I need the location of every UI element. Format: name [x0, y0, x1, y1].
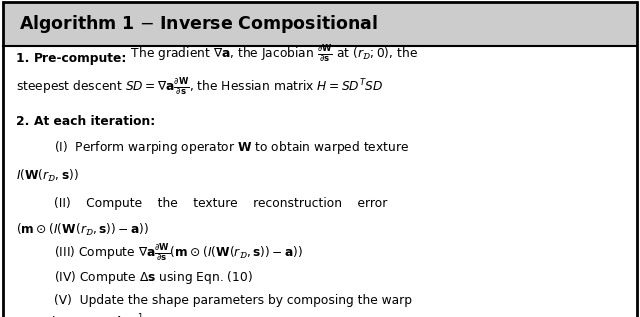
- Text: (II)    Compute    the    texture    reconstruction    error: (II) Compute the texture reconstruction …: [54, 197, 388, 210]
- Text: operator $\mathbf{s} \rightarrow \mathbf{s} \circ \Delta\mathbf{s}^{-1}$: operator $\mathbf{s} \rightarrow \mathbf…: [16, 313, 144, 317]
- Text: $\bf{Algorithm\ 1}$ $-$ $\bf{Inverse\ Compositional}$: $\bf{Algorithm\ 1}$ $-$ $\bf{Inverse\ Co…: [19, 13, 378, 35]
- Text: steepest descent $SD = \nabla\mathbf{a}\frac{\partial\mathbf{W}}{\partial\mathbf: steepest descent $SD = \nabla\mathbf{a}\…: [16, 77, 383, 98]
- FancyBboxPatch shape: [3, 2, 637, 46]
- FancyBboxPatch shape: [3, 46, 637, 317]
- Text: The gradient $\nabla\mathbf{a}$, the Jacobian $\frac{\partial\mathbf{W}}{\partia: The gradient $\nabla\mathbf{a}$, the Jac…: [127, 44, 418, 65]
- Text: (III) Compute $\nabla\mathbf{a}\frac{\partial\mathbf{W}}{\partial\mathbf{s}}(\ma: (III) Compute $\nabla\mathbf{a}\frac{\pa…: [54, 243, 303, 264]
- Text: (I)  Perform warping operator $\mathbf{W}$ to obtain warped texture: (I) Perform warping operator $\mathbf{W}…: [54, 139, 410, 156]
- Text: $(\mathbf{m}\odot(I(\mathbf{W}(r_{\mathcal{D}},\mathbf{s}))-\mathbf{a}))$: $(\mathbf{m}\odot(I(\mathbf{W}(r_{\mathc…: [16, 222, 149, 238]
- Text: (V)  Update the shape parameters by composing the warp: (V) Update the shape parameters by compo…: [54, 294, 412, 307]
- Text: 1.: 1.: [16, 52, 34, 65]
- Text: $I(\mathbf{W}(r_{\mathcal{D}},\mathbf{s}))$: $I(\mathbf{W}(r_{\mathcal{D}},\mathbf{s}…: [16, 168, 79, 184]
- Text: Pre-compute:: Pre-compute:: [34, 52, 127, 65]
- Text: At each iteration:: At each iteration:: [34, 115, 155, 128]
- Text: 2.: 2.: [16, 115, 34, 128]
- Text: (IV) Compute $\Delta\mathbf{s}$ using Eqn. (10): (IV) Compute $\Delta\mathbf{s}$ using Eq…: [54, 269, 253, 286]
